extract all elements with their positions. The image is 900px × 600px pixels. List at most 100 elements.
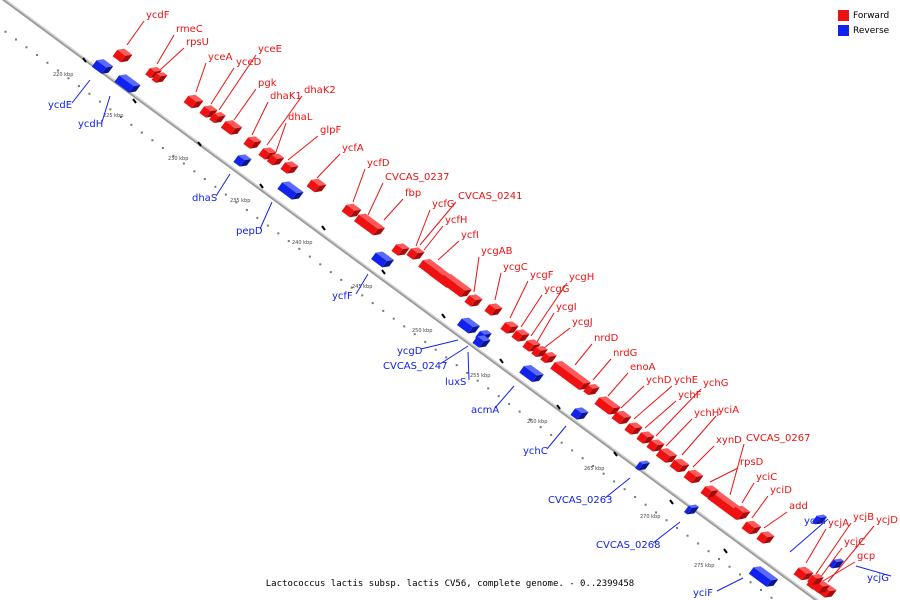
leader-luxs [467,351,470,381]
ruler-dot [770,596,773,599]
gene-label-ychf: ychF [678,390,702,401]
leader-rpsu [159,47,185,71]
gene-label-enoa: enoA [630,362,656,373]
ruler-dot [760,588,763,591]
gene-label-dhal: dhaL [288,112,313,123]
leader-ycjb [815,522,852,575]
leader-ycgj [543,327,571,349]
gene-label-cvcas-0241: CVCAS_0241 [458,191,522,202]
gene-ycff [370,251,394,268]
ruler-dot [707,550,710,553]
gene-label-ycfa: ycfA [342,143,364,154]
leader-ycdh [101,95,111,123]
leader-yche [633,385,673,420]
gene-ycea [183,94,204,109]
tick-mark [197,141,202,147]
gene-label-dhas: dhaS [192,193,217,204]
leader-nrdg [592,358,612,381]
gene-cvcas-0268 [684,504,699,515]
ruler-dot [193,170,196,173]
genome-backbone [1,0,819,600]
leader-ycih [789,518,829,553]
ruler-dot [518,410,521,413]
gene-label-ycgf: ycgF [530,270,554,281]
leader-cvcas-0267 [729,443,745,496]
ruler-dot [235,201,238,204]
gene-fbp [391,243,410,256]
gene-dhak1 [243,136,262,149]
ruler-dot [256,216,259,219]
ruler-dot [67,77,70,80]
leader-ycia [681,415,717,456]
leader-ycic [741,482,755,504]
leader-ycgc [494,272,502,301]
ruler-dot [613,480,616,483]
gene-label-nrdg: nrdG [613,348,637,359]
leader-pepd [259,201,273,230]
leader-pgk [233,88,257,121]
ruler-dot [214,185,217,188]
leader-yced [210,67,235,105]
tick-mark [381,269,386,275]
leader-ychh [665,418,693,447]
gene-ycdf [112,48,133,63]
gene-rpsd [700,485,719,498]
ruler-dot [25,46,28,49]
ruler-dot [88,92,91,95]
tick-mark [499,358,504,364]
gene-label-ycgh: ycgH [569,272,594,283]
ruler-dot [382,309,385,312]
leader-glpf [287,135,319,161]
gene-enoa [594,396,621,415]
gene-label-glpf: glpF [320,125,341,136]
ruler-dot [350,286,353,289]
leader-ycfa [316,153,341,179]
gene-blocks [91,48,844,598]
legend-forward: Forward [838,8,898,23]
ruler-dot [109,108,112,111]
ruler-dot [539,426,542,429]
tick-label: 245 kbp [352,284,372,290]
gene-pgk [220,120,243,135]
gene-label-ycif: yciF [693,588,713,599]
gene-label-dhak2: dhaK2 [304,85,336,96]
leader-cvcas-0268 [652,521,681,544]
ruler-dot [203,178,206,181]
gene-label-yche: ychE [674,375,698,386]
tick-mark [82,57,87,63]
ruler-dot [560,441,563,444]
gene-ycgc [484,303,503,316]
gene-label-cvcas-0267: CVCAS_0267 [746,433,810,444]
ruler-dot [130,123,133,126]
gene-label-ycid: yciD [770,485,792,496]
leader-ychg [655,388,702,437]
leader-ycfg [415,209,431,247]
ruler-dot [172,154,175,157]
gene-ycdh [114,74,141,93]
ruler-dot [287,240,290,243]
gene-acma [519,364,544,382]
leader-dhal [275,122,287,153]
gene-label-pgk: pgk [258,78,277,89]
leader-ycee [218,54,257,111]
gene-ycgf [500,321,519,334]
leader-cvcas-0263 [604,477,631,499]
ruler-dot [56,69,59,72]
leader-enoa [607,372,629,397]
gene-label-nrdd: nrdD [594,333,619,344]
tick-mark [132,98,137,104]
gene-pepd [277,181,304,200]
gene-label-ycgg: ycgG [544,284,570,295]
ruler-dot [161,147,164,150]
tick-label: 265 kbp [584,466,604,472]
ruler-dot [476,379,479,382]
gene-ycde [91,59,114,74]
forward-swatch [838,10,849,21]
leader-ycea [195,62,207,93]
ruler-dot [14,38,17,41]
ruler-dot [550,433,553,436]
ruler-dot [392,317,395,320]
gene-label-rpsu: rpsU [186,37,209,48]
tick-label: 250 kbp [412,328,432,334]
